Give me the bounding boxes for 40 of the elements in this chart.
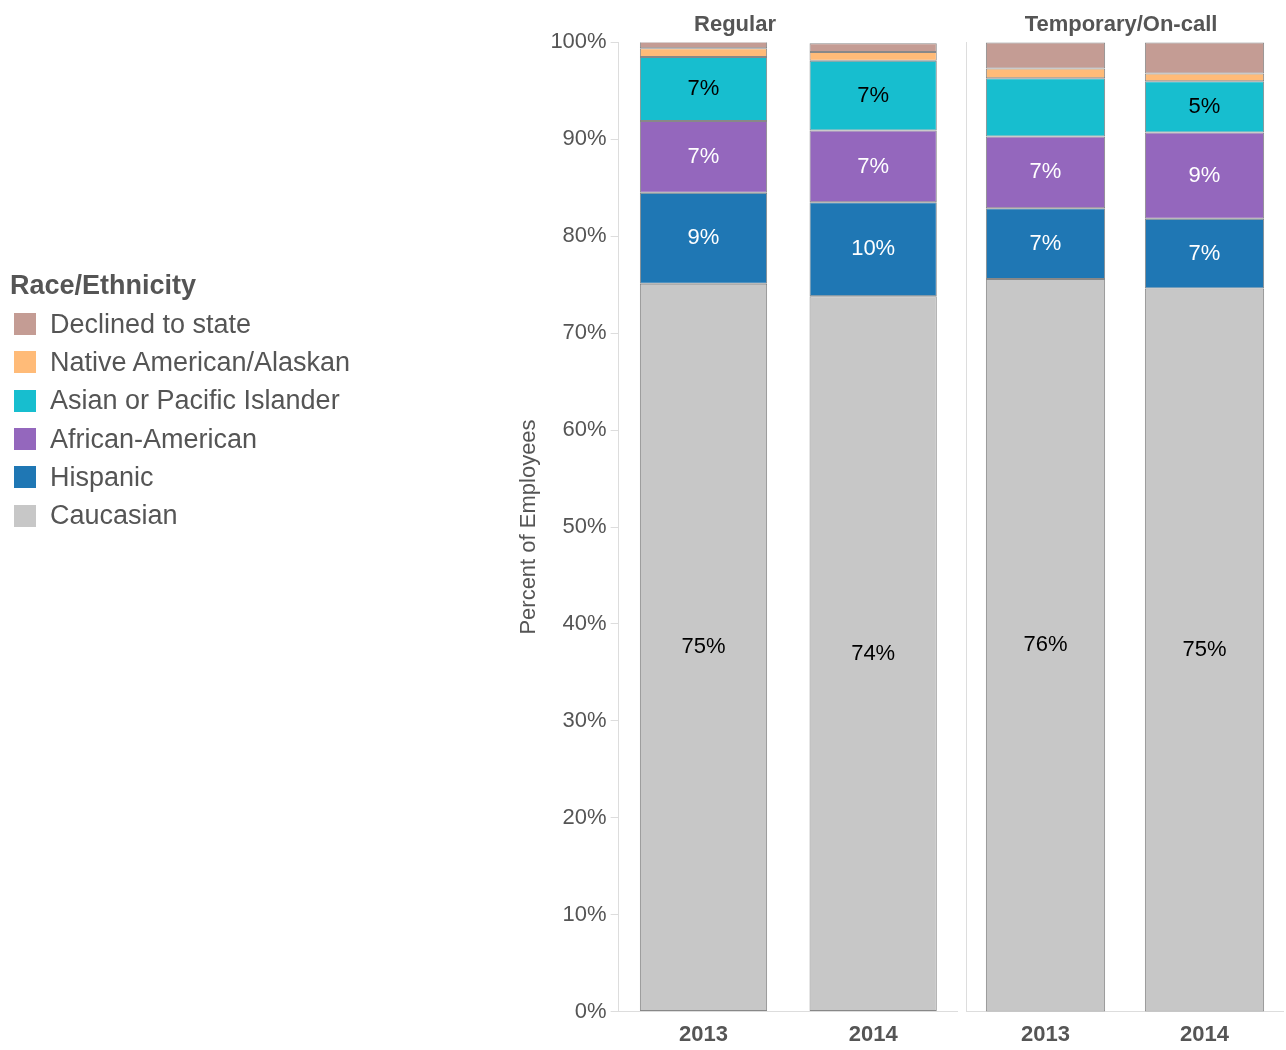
data-label: 7% [1029, 158, 1062, 184]
legend-label: Hispanic [50, 461, 154, 493]
x-tick-label: 2013 [679, 1020, 728, 1046]
data-label: 9% [687, 224, 720, 250]
y-tick-label: 80% [562, 222, 607, 248]
y-tick-label: 10% [562, 900, 607, 926]
y-tick-label: 60% [562, 416, 607, 442]
chart-title: Regular [694, 11, 777, 37]
data-label: 76% [1023, 631, 1068, 657]
data-label: 75% [681, 633, 726, 659]
data-label: 75% [1182, 636, 1227, 662]
data-label: 74% [851, 639, 896, 665]
x-tick-label: 2014 [848, 1020, 899, 1046]
legend-title: Race/Ethnicity [10, 270, 198, 301]
data-label: 7% [1029, 229, 1062, 255]
data-label: 7% [687, 74, 720, 100]
data-label: 7% [687, 142, 720, 168]
y-axis-title: Percent of Employees [515, 419, 541, 635]
legend-label: Native American/Alaskan [50, 346, 351, 378]
legend-label: Caucasian [50, 500, 178, 532]
data-label: 9% [1188, 161, 1221, 187]
y-tick-label: 20% [562, 803, 607, 829]
data-label: 7% [1188, 239, 1221, 265]
x-tick-label: 2013 [1021, 1020, 1070, 1046]
data-label: 7% [857, 81, 890, 107]
y-tick-label: 50% [562, 513, 607, 539]
y-tick-label: 0% [574, 997, 607, 1023]
legend-label: African-American [50, 423, 258, 455]
legend-label: Asian or Pacific Islander [50, 385, 340, 417]
legend-label: Declined to state [50, 308, 252, 340]
data-label: 7% [857, 152, 890, 178]
y-tick-label: 40% [562, 609, 607, 635]
x-tick-label: 2014 [1180, 1020, 1230, 1046]
y-tick-label: 70% [562, 319, 607, 345]
data-label: 10% [851, 235, 896, 261]
y-tick-label: 100% [550, 28, 607, 54]
y-tick-label: 90% [562, 125, 607, 151]
chart-title: Temporary/On-call [1024, 11, 1218, 37]
data-label: 5% [1188, 92, 1221, 118]
y-tick-label: 30% [562, 706, 607, 732]
